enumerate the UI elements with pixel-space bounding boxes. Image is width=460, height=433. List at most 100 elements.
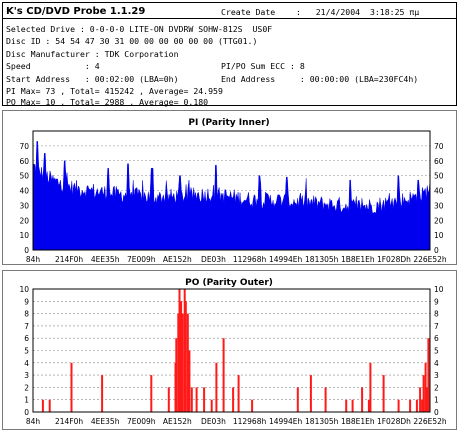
plot-frame — [32, 288, 431, 413]
y-tick-label-right: 8 — [434, 310, 439, 319]
y-tick-label-left: 30 — [19, 201, 29, 210]
y-tick-label-right: 10 — [434, 231, 444, 240]
pipo-sum-ecc: PI/PO Sum ECC : 8 — [221, 61, 305, 71]
y-tick-label-right: 50 — [434, 172, 444, 181]
po-bar — [183, 289, 186, 412]
po-bar — [203, 387, 206, 412]
y-tick-label-left: 70 — [19, 142, 29, 151]
y-tick-label-left: 2 — [24, 383, 29, 392]
selected-drive: Selected Drive : 0-0-0-0 LITE-ON DVDRW S… — [6, 24, 273, 34]
y-tick-label-right: 9 — [434, 297, 439, 306]
x-tick-label: 1F028Dh — [377, 255, 411, 264]
po-bar — [351, 399, 354, 412]
x-tick-label: 214F0h — [55, 417, 83, 426]
y-tick-label-right: 60 — [434, 157, 444, 166]
po-bar — [222, 338, 225, 412]
disc-manufacturer: Disc Manufacturer : TDK Corporation — [6, 49, 179, 59]
x-tick-label: 4EE35h — [91, 417, 120, 426]
y-tick-label-left: 0 — [24, 246, 29, 255]
disc-info-panel: K's CD/DVD Probe 1.1.29 Create Date : 21… — [2, 2, 457, 107]
y-tick-label-left: 60 — [19, 157, 29, 166]
speed: Speed : 4 — [6, 61, 100, 71]
y-tick-label-right: 3 — [434, 371, 439, 380]
x-tick-label: 181305h — [305, 255, 339, 264]
create-date-label: Create Date — [221, 7, 276, 17]
x-tick-label: DE03h — [201, 417, 226, 426]
x-tick-label: 14994Eh — [269, 255, 303, 264]
y-tick-label-left: 3 — [24, 371, 29, 380]
y-tick-label-left: 10 — [19, 231, 29, 240]
po-bar — [190, 387, 193, 412]
po-bar — [345, 399, 348, 412]
po-bar — [180, 301, 183, 412]
y-tick-label-right: 70 — [434, 142, 444, 151]
y-tick-label-right: 20 — [434, 216, 444, 225]
y-tick-label-right: 10 — [434, 285, 444, 294]
x-tick-label: 1B8E1Eh — [341, 417, 375, 426]
y-tick-label-left: 4 — [24, 359, 29, 368]
po-bar — [421, 399, 424, 412]
po-bar — [427, 338, 430, 412]
end-address: End Address : 00:00:00 (LBA=230FC4h) — [221, 74, 419, 84]
pi-chart: PI (Parity Inner) 0 0 10 10 20 20 30 30 40 40 50 50 6… — [19, 118, 447, 264]
x-tick-label: 226E52h — [413, 255, 447, 264]
po-bar — [70, 362, 73, 412]
create-date-value: : 21/4/2004 3:18:25 πμ — [296, 7, 420, 17]
po-bar — [251, 399, 254, 412]
po-bar — [150, 375, 153, 412]
y-tick-label-right: 2 — [434, 383, 439, 392]
po-bar — [382, 375, 385, 412]
x-tick-label: 4EE35h — [91, 255, 120, 264]
x-tick-label: 7E009h — [127, 255, 156, 264]
po-bar — [186, 313, 189, 412]
x-tick-label: 84h — [26, 417, 41, 426]
po-chart-panel: PO (Parity Outer) 0 0 1 1 2 2 3 3 4 4 5 5 6 6 7 7 8 8 9 9 10 1… — [2, 270, 457, 430]
y-tick-label-right: 7 — [434, 322, 439, 331]
po-bar — [41, 399, 44, 412]
x-tick-label: 7E009h — [127, 417, 156, 426]
y-tick-label-right: 5 — [434, 347, 439, 356]
po-bar — [424, 362, 427, 412]
y-tick-label-left: 9 — [24, 297, 29, 306]
po-bar — [415, 399, 418, 412]
po-bar — [215, 362, 218, 412]
x-tick-label: 226E52h — [413, 417, 447, 426]
pi-stats: PI Max= 73 , Total= 415242 , Average= 24… — [6, 86, 223, 96]
po-bar — [178, 289, 181, 412]
x-tick-label: 214F0h — [55, 255, 83, 264]
po-bar — [167, 387, 170, 412]
po-bar — [195, 387, 198, 412]
po-bar — [175, 338, 178, 412]
po-bar — [184, 301, 187, 412]
po-bar — [101, 375, 104, 412]
po-bar — [181, 313, 184, 412]
po-bar — [309, 375, 312, 412]
y-tick-label-right: 0 — [434, 246, 439, 255]
y-tick-label-left: 7 — [24, 322, 29, 331]
y-tick-label-left: 5 — [24, 347, 29, 356]
y-tick-label-left: 20 — [19, 216, 29, 225]
chart-title: PO (Parity Outer) — [185, 278, 273, 288]
po-bar — [210, 399, 213, 412]
pi-chart-panel: PI (Parity Inner) 0 0 10 10 20 20 30 30 40 40 50 50 6… — [2, 110, 457, 265]
po-bar — [369, 362, 372, 412]
x-tick-label: 1B8E1Eh — [341, 255, 375, 264]
po-bar — [177, 313, 180, 412]
po-bar — [188, 350, 191, 412]
po-bar — [397, 399, 400, 412]
po-bar — [361, 387, 364, 412]
po-stats: PO Max= 10 , Total= 2988 , Average= 0.18… — [6, 97, 209, 107]
y-tick-label-right: 6 — [434, 334, 439, 343]
y-tick-label-left: 40 — [19, 187, 29, 196]
po-bar — [324, 387, 327, 412]
x-tick-label: 112968h — [233, 417, 267, 426]
y-tick-label-right: 1 — [434, 396, 439, 405]
x-tick-label: AE152h — [163, 255, 192, 264]
po-bar — [419, 387, 422, 412]
y-tick-label-left: 50 — [19, 172, 29, 181]
po-bar — [426, 387, 429, 412]
po-bar — [422, 375, 425, 412]
x-tick-label: 14994Eh — [269, 417, 303, 426]
po-bar — [367, 399, 370, 412]
x-tick-label: 181305h — [305, 417, 339, 426]
